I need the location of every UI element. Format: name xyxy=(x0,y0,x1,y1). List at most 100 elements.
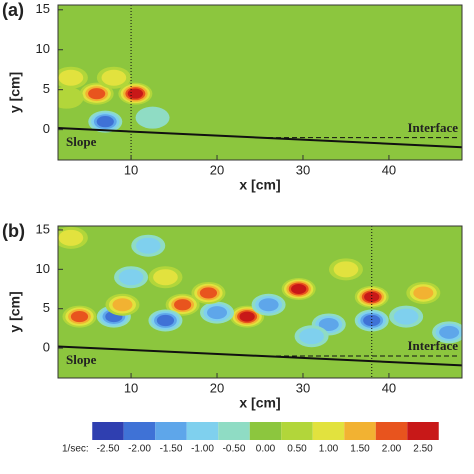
contour-level xyxy=(439,325,460,339)
vortex xyxy=(354,285,389,308)
x-tick-label: 10 xyxy=(124,162,138,177)
x-tick-label: 10 xyxy=(124,380,138,395)
contour-level xyxy=(174,299,192,311)
y-tick-label: 0 xyxy=(43,121,50,136)
x-axis-label: x [cm] xyxy=(239,177,280,193)
colorbar-tick-label: -1.50 xyxy=(160,444,183,455)
contour-level xyxy=(318,317,339,331)
vortex xyxy=(294,325,329,348)
y-tick-label: 15 xyxy=(36,1,50,16)
annotation: Interface xyxy=(407,338,458,353)
vortex xyxy=(58,66,88,89)
contour-level xyxy=(58,229,84,246)
colorbar-swatch xyxy=(375,422,408,440)
contour-level xyxy=(118,269,144,286)
colorbar-swatch xyxy=(218,422,250,440)
vortex xyxy=(131,234,166,257)
x-tick-label: 40 xyxy=(382,380,396,395)
colorbar-swatch xyxy=(249,422,282,440)
vortex xyxy=(389,305,424,328)
contour-level xyxy=(153,269,178,286)
colorbar-swatch xyxy=(312,422,345,440)
colorbar-swatch xyxy=(186,422,219,440)
colorbar-tick-label: 0.50 xyxy=(287,444,307,455)
contour-level xyxy=(58,69,84,86)
contour-level xyxy=(413,286,434,300)
vortex xyxy=(354,309,389,332)
contour-level xyxy=(333,261,359,278)
y-tick-label: 10 xyxy=(36,41,50,56)
contour-level xyxy=(393,308,419,325)
vortex xyxy=(191,281,226,304)
contour-level xyxy=(239,311,255,322)
contour-level xyxy=(135,106,170,129)
colorbar-tick-label: -2.00 xyxy=(128,444,151,455)
plot-frame xyxy=(57,225,463,379)
vortex xyxy=(406,281,441,304)
plot-area xyxy=(58,226,462,378)
contour-level xyxy=(291,284,307,295)
vortex xyxy=(135,106,170,129)
x-tick-label: 30 xyxy=(296,162,310,177)
plot-frame xyxy=(57,4,463,161)
x-tick-label: 40 xyxy=(382,162,396,177)
y-axis-label: y [cm] xyxy=(7,72,23,113)
vortex xyxy=(432,321,462,344)
vortex xyxy=(281,278,316,301)
contour-level xyxy=(199,287,218,299)
contour-level xyxy=(127,88,144,99)
annotation: Slope xyxy=(66,352,97,367)
x-tick-label: 20 xyxy=(210,162,224,177)
contour-level xyxy=(364,291,380,302)
vortex xyxy=(148,266,183,289)
contour-level xyxy=(112,298,133,312)
contour-level xyxy=(299,328,324,345)
contour-level xyxy=(58,86,84,109)
y-tick-label: 5 xyxy=(43,300,50,315)
contour-level xyxy=(135,237,161,254)
colorbar-tick-label: -2.50 xyxy=(97,444,120,455)
panel-label: (b) xyxy=(2,221,25,241)
colorbar-tick-label: 1.50 xyxy=(350,444,370,455)
vortex xyxy=(114,266,149,289)
annotation: Slope xyxy=(66,134,97,149)
colorbar-swatch xyxy=(123,422,156,440)
vortex xyxy=(58,86,84,109)
annotation: Interface xyxy=(407,120,458,135)
colorbar-swatch xyxy=(281,422,313,440)
colorbar-tick-label: 1.00 xyxy=(319,444,339,455)
vortex xyxy=(118,82,153,105)
vortex xyxy=(105,293,140,316)
vortex xyxy=(148,309,183,332)
y-tick-label: 5 xyxy=(43,81,50,96)
x-tick-label: 30 xyxy=(296,380,310,395)
colorbar-swatch xyxy=(92,422,124,440)
contour-level xyxy=(363,314,381,327)
y-tick-label: 0 xyxy=(43,340,50,355)
colorbar-tick-label: -1.00 xyxy=(191,444,214,455)
y-tick-label: 15 xyxy=(36,221,50,236)
colorbar-swatch xyxy=(344,422,376,440)
vortex xyxy=(88,110,123,133)
vortex xyxy=(251,293,286,316)
contour-level xyxy=(88,88,106,100)
contour-level xyxy=(258,298,279,312)
contour-level xyxy=(96,116,114,128)
contour-level xyxy=(156,314,175,327)
y-tick-label: 10 xyxy=(36,261,50,276)
vortex xyxy=(58,226,88,249)
vortex xyxy=(165,293,200,316)
x-tick-label: 20 xyxy=(210,380,224,395)
plot-area xyxy=(58,5,462,160)
colorbar-swatch xyxy=(155,422,187,440)
y-axis-label: y [cm] xyxy=(7,291,23,332)
colorbar-swatch xyxy=(407,422,439,440)
colorbar-tick-label: 0.00 xyxy=(256,444,276,455)
colorbar-label: 1/sec: xyxy=(62,444,89,455)
x-axis-label: x [cm] xyxy=(239,395,280,411)
colorbar-tick-label: 2.00 xyxy=(382,444,402,455)
contour-level xyxy=(101,69,127,86)
colorbar-tick-label: -0.50 xyxy=(223,444,246,455)
colorbar-tick-label: 2.50 xyxy=(413,444,433,455)
vortex xyxy=(79,82,114,105)
